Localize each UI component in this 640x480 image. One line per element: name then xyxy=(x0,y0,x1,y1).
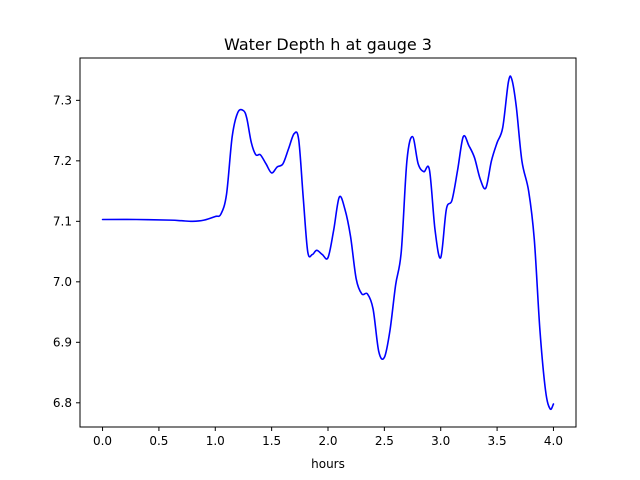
x-tick-label: 3.5 xyxy=(488,434,507,448)
y-tick-label: 7.2 xyxy=(53,154,72,168)
plot-area xyxy=(101,75,555,411)
y-tick-label: 7.3 xyxy=(53,93,72,107)
series-line xyxy=(101,75,555,411)
x-tick-label: 2.0 xyxy=(318,434,337,448)
x-axis: 0.0 0.5 1.0 1.5 2.0 2.5 3.0 3.5 4.0 xyxy=(93,427,563,448)
y-tick-label: 7.0 xyxy=(53,275,72,289)
y-tick-label: 6.9 xyxy=(53,335,72,349)
x-tick-label: 2.5 xyxy=(375,434,394,448)
x-tick-label: 0.0 xyxy=(93,434,112,448)
x-tick-label: 1.0 xyxy=(206,434,225,448)
y-tick-label: 7.1 xyxy=(53,214,72,228)
x-axis-label: hours xyxy=(311,457,345,471)
y-axis: 6.8 6.9 7.0 7.1 7.2 7.3 xyxy=(53,93,80,410)
y-tick-label: 6.8 xyxy=(53,396,72,410)
plot-frame xyxy=(79,57,577,428)
x-tick-label: 0.5 xyxy=(149,434,168,448)
x-tick-label: 3.0 xyxy=(431,434,450,448)
x-tick-label: 1.5 xyxy=(262,434,281,448)
x-tick-label: 4.0 xyxy=(544,434,563,448)
chart-title: Water Depth h at gauge 3 xyxy=(224,35,432,54)
